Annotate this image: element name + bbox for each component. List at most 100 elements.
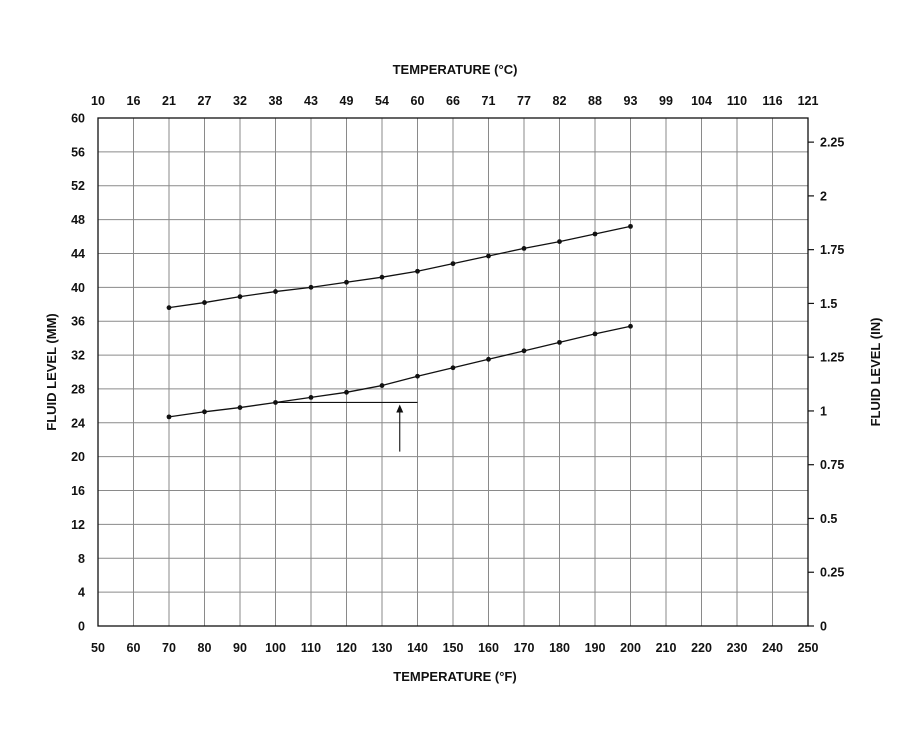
data-point [166,414,172,420]
y-tick-label: 24 [71,416,85,430]
x-tick-label: 80 [198,641,212,655]
x-tick-label: 120 [336,641,357,655]
x-axis-title: TEMPERATURE (°F) [393,669,516,684]
series-line-1 [168,225,631,309]
x-tick-label: 160 [478,641,499,655]
right-tick-label: 0.25 [820,566,844,580]
x-tick-label: 150 [443,641,464,655]
data-point [521,245,527,251]
tick-labels: 50 60 70 80 90 100 110 120 130 140 150 160 170 180 190… [71,94,844,655]
data-point [628,223,633,229]
x-tick-label: 50 [91,641,105,655]
top-tick-label: 71 [482,94,496,108]
data-point [592,331,598,337]
x-tick-label: 180 [549,641,570,655]
x-tick-label: 60 [127,641,141,655]
top-tick-label: 99 [659,94,673,108]
x-tick-label: 170 [514,641,535,655]
y-tick-label: 36 [71,315,85,329]
right-tick-label: 1.5 [820,297,837,311]
y-axis-title: FLUID LEVEL (MM) [44,313,59,430]
y-tick-label: 0 [78,620,85,634]
top-tick-label: 93 [624,94,638,108]
data-point [202,300,207,305]
data-point [557,239,562,245]
right-tick-label: 0.75 [820,458,844,472]
arrow-head [396,404,404,413]
annotations [275,401,418,452]
y-tick-label: 44 [71,247,85,261]
x-tick-label: 70 [162,641,176,655]
y-tick-label: 48 [71,213,85,227]
data-point [344,389,349,395]
top-tick-label: 60 [411,94,425,108]
right-tick-label: 0.5 [820,512,837,526]
grid-lines [97,117,809,627]
data-point [592,231,598,237]
x-tick-label: 100 [265,641,286,655]
top-tick-label: 10 [91,94,105,108]
data-point [379,274,385,280]
top-tick-label: 54 [375,94,389,108]
data-point [521,348,527,354]
data-point [379,383,385,388]
top-axis-title: TEMPERATURE (°C) [393,62,518,77]
right-tick-label: 0 [820,620,827,634]
y-tick-label: 20 [71,450,85,464]
top-tick-label: 38 [269,94,283,108]
top-tick-label: 16 [127,94,141,108]
top-tick-label: 121 [798,94,819,108]
right-tick-label: 1.25 [820,351,844,365]
top-tick-label: 110 [727,94,747,108]
x-tick-label: 90 [233,641,247,655]
data-point [415,373,420,379]
top-tick-label: 88 [588,94,602,108]
data-point [237,405,243,410]
data-point [273,289,278,294]
top-tick-label: 43 [304,94,318,108]
y-tick-label: 52 [71,179,85,193]
y-tick-label: 4 [78,586,85,600]
data-point [166,305,172,311]
data-point [557,339,562,345]
x-tick-label: 220 [691,641,712,655]
x-tick-label: 230 [727,641,748,655]
top-tick-label: 104 [691,94,712,108]
data-point [486,253,491,259]
top-tick-label: 82 [553,94,567,108]
top-tick-label: 66 [446,94,460,108]
y-tick-label: 16 [71,484,85,498]
x-tick-label: 140 [407,641,428,655]
top-tick-label: 32 [233,94,247,108]
y-tick-label: 12 [71,518,85,532]
right-tick-label: 2.25 [820,136,844,150]
right-tick-label: 2 [820,189,827,203]
data-series [166,223,633,420]
y-tick-label: 32 [71,349,85,363]
top-tick-label: 27 [198,94,212,108]
series-line-2 [168,325,631,418]
x-tick-label: 110 [301,641,321,655]
y-tick-label: 60 [71,112,85,126]
x-tick-label: 200 [620,641,641,655]
right-tick-label: 1.75 [820,243,844,257]
data-point [273,400,278,405]
data-point [344,279,349,285]
top-tick-label: 49 [340,94,354,108]
y-tick-label: 8 [78,552,85,566]
top-tick-label: 77 [517,94,531,108]
right-axis-title: FLUID LEVEL (IN) [868,318,883,427]
data-point [450,261,456,267]
top-tick-label: 116 [762,94,782,108]
x-tick-label: 190 [585,641,606,655]
plot-frame [97,117,809,627]
right-tick-label: 1 [820,404,827,418]
data-point [486,356,491,362]
data-point [202,409,207,415]
x-tick-label: 250 [798,641,819,655]
data-point [308,284,314,290]
x-tick-label: 240 [762,641,783,655]
top-tick-label: 21 [162,94,176,108]
y-tick-label: 40 [71,281,85,295]
